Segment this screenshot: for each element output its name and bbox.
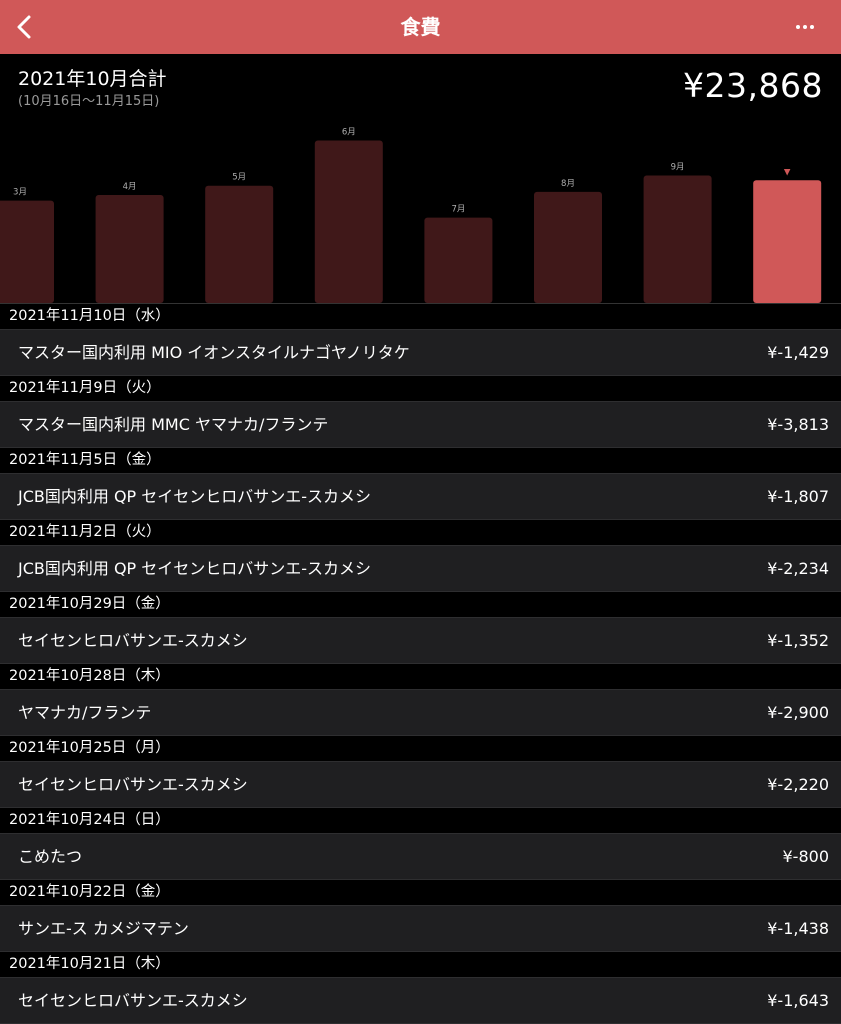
chart-tick-label: 9月: [671, 162, 685, 172]
date-header: 2021年10月22日（金）: [0, 880, 841, 905]
transaction-amount: ¥-1,438: [767, 919, 829, 938]
transaction-row[interactable]: セイセンヒロバサンエ-スカメシ ¥-1,643: [0, 977, 841, 1024]
transaction-title: マスター国内利用 MMC ヤマナカ/フランテ: [18, 415, 329, 434]
transaction-amount: ¥-2,900: [767, 703, 829, 722]
chart-bar[interactable]: [0, 200, 54, 303]
date-header: 2021年11月2日（火）: [0, 520, 841, 545]
transaction-row[interactable]: マスター国内利用 MIO イオンスタイルナゴヤノリタケ ¥-1,429: [0, 329, 841, 376]
date-header: 2021年10月21日（木）: [0, 952, 841, 977]
chart-tick-label: 5月: [232, 173, 246, 183]
page-title: 食費: [400, 15, 441, 39]
transaction-title: ヤマナカ/フランテ: [18, 703, 152, 722]
chevron-left-icon: [17, 15, 31, 39]
transaction-amount: ¥-800: [782, 847, 830, 866]
chart-tick-label: 7月: [451, 205, 465, 215]
chart-tick-label: 3月: [13, 188, 27, 198]
transaction-row[interactable]: マスター国内利用 MMC ヤマナカ/フランテ ¥-3,813: [0, 401, 841, 448]
nav-bar: 食費: [0, 0, 841, 54]
summary-period: (10月16日〜11月15日): [18, 94, 160, 109]
date-header: 2021年11月5日（金）: [0, 448, 841, 473]
transaction-row[interactable]: こめたつ ¥-800: [0, 833, 841, 880]
summary-label: 2021年10月合計: [18, 68, 167, 90]
transaction-title: セイセンヒロバサンエ-スカメシ: [18, 775, 248, 794]
transaction-title: セイセンヒロバサンエ-スカメシ: [18, 991, 248, 1010]
transaction-title: セイセンヒロバサンエ-スカメシ: [18, 631, 248, 650]
chart-bar[interactable]: [643, 175, 712, 303]
transaction-title: JCB国内利用 QP セイセンヒロバサンエ-スカメシ: [18, 559, 372, 578]
transaction-title: こめたつ: [18, 847, 83, 866]
transaction-title: サンエ-ス カメジマテン: [18, 919, 189, 938]
transaction-amount: ¥-2,220: [767, 775, 829, 794]
transaction-title: マスター国内利用 MIO イオンスタイルナゴヤノリタケ: [18, 343, 410, 362]
more-button[interactable]: [785, 6, 825, 48]
date-header: 2021年11月9日（火）: [0, 376, 841, 401]
transaction-amount: ¥-1,807: [767, 487, 829, 506]
transaction-amount: ¥-1,429: [767, 343, 829, 362]
ellipsis-icon: [796, 25, 800, 29]
date-header: 2021年10月29日（金）: [0, 592, 841, 617]
transaction-amount: ¥-3,813: [767, 415, 829, 434]
chart-bar[interactable]: [95, 195, 164, 303]
transaction-row[interactable]: サンエ-ス カメジマテン ¥-1,438: [0, 905, 841, 952]
transaction-row[interactable]: JCB国内利用 QP セイセンヒロバサンエ-スカメシ ¥-2,234: [0, 545, 841, 592]
date-header: 2021年10月24日（日）: [0, 808, 841, 833]
chart-bar[interactable]: [424, 217, 493, 303]
summary-total: ¥23,868: [683, 66, 823, 105]
selected-bar-marker: ▼: [784, 167, 791, 177]
transaction-amount: ¥-1,352: [767, 631, 829, 650]
chart-bar[interactable]: [534, 191, 602, 303]
transaction-list: 2021年11月10日（水） マスター国内利用 MIO イオンスタイルナゴヤノリタ…: [0, 304, 841, 1024]
transaction-title: JCB国内利用 QP セイセンヒロバサンエ-スカメシ: [18, 487, 372, 506]
date-header: 2021年11月10日（水）: [0, 304, 841, 329]
transaction-row[interactable]: セイセンヒロバサンエ-スカメシ ¥-2,220: [0, 761, 841, 808]
transaction-amount: ¥-2,234: [767, 559, 829, 578]
date-header: 2021年10月25日（月）: [0, 736, 841, 761]
back-button[interactable]: [4, 6, 44, 48]
chart-bar[interactable]: [205, 185, 274, 303]
chart-tick-label: 4月: [123, 182, 137, 192]
chart-tick-label: 8月: [561, 179, 575, 189]
monthly-bar-chart: 3月 4月 5月 6月 7月 8月 9月 ▼: [0, 127, 841, 304]
transaction-row[interactable]: JCB国内利用 QP セイセンヒロバサンエ-スカメシ ¥-1,807: [0, 473, 841, 520]
chart-bar[interactable]: [753, 180, 822, 303]
chart-bar[interactable]: [314, 140, 383, 303]
transaction-row[interactable]: ヤマナカ/フランテ ¥-2,900: [0, 689, 841, 736]
chart-tick-label: 6月: [342, 127, 356, 137]
transaction-amount: ¥-1,643: [767, 991, 829, 1010]
date-header: 2021年10月28日（木）: [0, 664, 841, 689]
transaction-row[interactable]: セイセンヒロバサンエ-スカメシ ¥-1,352: [0, 617, 841, 664]
